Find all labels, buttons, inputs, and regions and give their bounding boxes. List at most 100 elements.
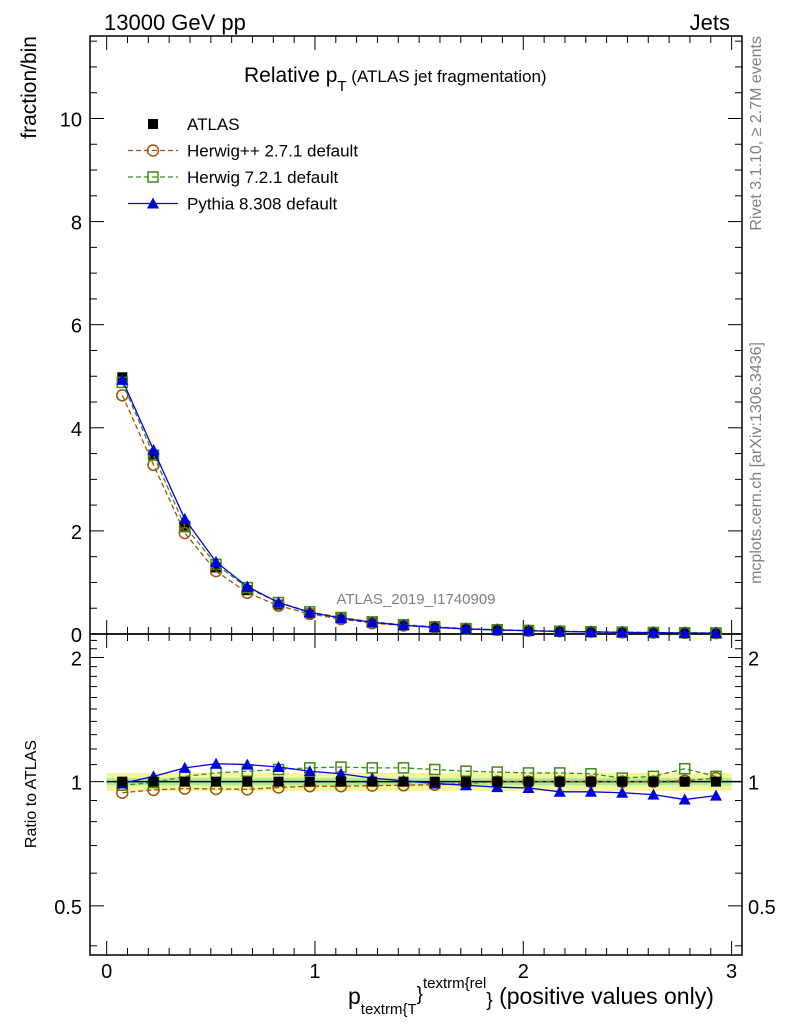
main-y-tick-label: 4 xyxy=(71,419,82,441)
data-point xyxy=(709,627,722,639)
data-point xyxy=(211,562,222,573)
x-tick-label: 0 xyxy=(101,961,112,983)
ratio-data-point xyxy=(241,758,254,770)
ratio-data-point xyxy=(303,765,316,777)
legend-marker xyxy=(147,197,159,209)
main-y-tick-label: 6 xyxy=(71,316,82,338)
ratio-series-line xyxy=(122,763,717,801)
data-point xyxy=(116,373,129,385)
main-y-tick-label: 2 xyxy=(71,522,82,544)
header-right: Jets xyxy=(690,10,730,35)
ratio-panel-frame xyxy=(89,633,743,956)
x-axis-label: ptextrm{T}textrm{rel} (positive values o… xyxy=(348,975,714,1018)
ratio-data-point xyxy=(304,776,315,787)
data-point xyxy=(678,626,691,638)
legend-marker xyxy=(146,144,160,157)
data-point xyxy=(459,622,472,634)
ratio-data-point xyxy=(428,763,441,776)
data-point xyxy=(522,624,535,636)
main-y-axis-label: fraction/bin xyxy=(18,36,41,139)
main-y-tick-label: 8 xyxy=(71,213,82,235)
ratio-data-point xyxy=(336,776,347,787)
legend-marker xyxy=(147,171,159,183)
ratio-y-tick-label: 1 xyxy=(71,773,82,795)
ratio-data-point xyxy=(242,776,253,787)
plot-title: Relative pT (ATLAS jet fragmentation) xyxy=(244,64,547,95)
ratio-axis-ticks: 0.5 0.5 1 1 2 2 xyxy=(54,639,776,947)
ratio-data-point xyxy=(616,786,629,798)
data-point xyxy=(366,616,379,628)
ratio-data-point xyxy=(210,757,223,769)
legend: ATLAS Herwig++ 2.7.1 default Herwig 7.2.1 … xyxy=(128,115,358,214)
ratio-data-point xyxy=(647,788,660,800)
legend-entry: ATLAS xyxy=(148,115,240,134)
ratio-data-point xyxy=(679,776,690,787)
ratio-data-point xyxy=(710,776,721,787)
ratio-data-point xyxy=(709,789,722,801)
ratio-data-point xyxy=(678,793,691,805)
ratio-data-point xyxy=(617,776,628,787)
ratio-y-tick-label: 0.5 xyxy=(54,897,82,919)
main-axis-ticks: 0 2 4 6 8 10 xyxy=(60,40,742,647)
ratio-data-point xyxy=(398,776,409,787)
ratio-data-point xyxy=(553,785,566,797)
data-point xyxy=(491,624,504,636)
mcplots-text: mcplots.cern.ch [arXiv:1306.3436] xyxy=(748,342,765,584)
legend-label: Herwig++ 2.7.1 default xyxy=(187,142,358,161)
x-tick-label: 2 xyxy=(518,961,529,983)
data-point xyxy=(147,443,160,455)
ratio-y-tick-label-right: 0.5 xyxy=(748,897,776,919)
x-tick-label: 3 xyxy=(726,961,737,983)
data-point xyxy=(397,619,410,631)
ratio-data-point xyxy=(522,782,535,794)
ratio-data-point xyxy=(492,776,503,787)
data-point xyxy=(178,526,192,540)
legend-entry: Herwig 7.2.1 default xyxy=(128,168,338,187)
ratio-data-point xyxy=(117,776,128,787)
ratio-data-point xyxy=(367,776,378,787)
x-tick-label: 1 xyxy=(309,961,320,983)
ratio-data-point xyxy=(178,761,191,773)
data-point xyxy=(584,625,597,637)
data-point xyxy=(210,555,223,567)
rivet-version-text: Rivet 3.1.10, ≥ 2.7M events xyxy=(748,36,765,231)
legend-entry: Pythia 8.308 default xyxy=(128,195,338,214)
header-left: 13000 GeV pp xyxy=(104,10,246,35)
data-point xyxy=(272,596,285,608)
data-point xyxy=(303,606,316,618)
data-point xyxy=(116,389,129,402)
legend-label: ATLAS xyxy=(187,115,240,134)
ratio-data-point xyxy=(397,762,410,774)
ratio-data-point xyxy=(335,767,348,779)
ratio-data-point xyxy=(585,776,596,787)
ratio-data-point xyxy=(554,776,565,787)
data-point xyxy=(178,513,191,525)
data-point xyxy=(241,580,254,592)
ratio-series-atlas xyxy=(117,776,721,787)
data-point xyxy=(647,626,660,638)
data-point xyxy=(335,612,348,624)
ratio-data-point xyxy=(648,776,659,787)
legend-entry: Herwig++ 2.7.1 default xyxy=(128,142,358,161)
main-y-tick-label: 10 xyxy=(60,109,82,131)
ratio-data-point xyxy=(273,776,284,787)
data-point xyxy=(428,621,441,633)
ratio-data-point xyxy=(523,776,534,787)
ratio-series-group xyxy=(116,757,723,805)
x-axis-ticks: 0 1 2 3 xyxy=(101,36,737,983)
ratio-y-tick-label-right: 1 xyxy=(748,773,759,795)
main-y-tick-label: 0 xyxy=(71,625,82,647)
ratio-y-axis-label: Ratio to ATLAS xyxy=(23,740,40,848)
ratio-data-point xyxy=(148,776,159,787)
series-pythia-8-308-default xyxy=(116,373,722,639)
main-series-group xyxy=(116,372,723,640)
ratio-y-tick-label: 2 xyxy=(71,648,82,670)
data-point xyxy=(616,626,629,638)
legend-marker xyxy=(148,119,158,129)
ratio-data-point xyxy=(584,785,597,797)
ratio-data-point xyxy=(211,776,222,787)
ratio-data-point xyxy=(429,776,440,787)
legend-label: Herwig 7.2.1 default xyxy=(187,168,338,187)
legend-label: Pythia 8.308 default xyxy=(187,195,338,214)
